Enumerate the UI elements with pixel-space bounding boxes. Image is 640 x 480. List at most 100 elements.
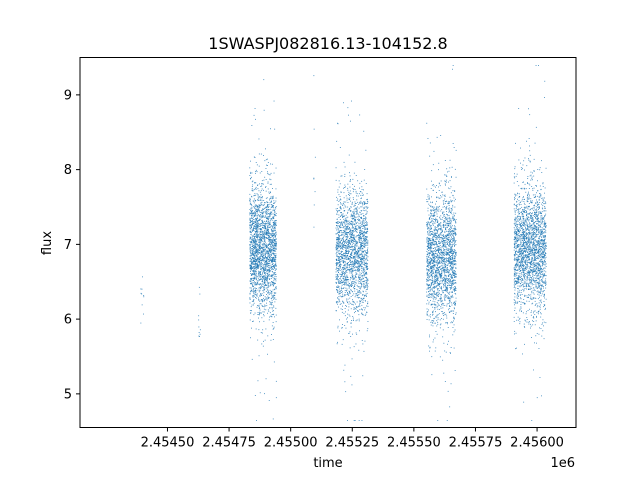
data-point [450,239,452,240]
data-point [347,263,349,265]
data-point [367,286,369,288]
data-point [270,244,272,245]
data-point [443,249,445,251]
data-point [264,239,266,241]
data-point [250,177,252,179]
data-point [266,262,268,264]
data-point [266,276,268,278]
data-point [452,260,454,262]
data-point [268,233,270,235]
data-point [447,275,449,277]
data-point [263,212,264,214]
data-point [269,279,270,280]
data-point [361,257,363,259]
data-point [251,257,253,259]
data-point [359,230,361,232]
data-point [255,240,257,242]
data-point [253,295,255,297]
data-point [251,207,252,209]
data-point [274,222,276,224]
data-point [342,267,343,268]
data-point [347,202,349,203]
data-point [341,274,342,276]
data-point [338,194,340,196]
data-point [343,245,345,247]
data-point [350,285,352,286]
data-point [362,290,364,292]
data-point [355,221,357,223]
data-point [347,258,349,260]
data-point [350,263,352,265]
data-point [255,234,257,236]
data-point [455,176,457,178]
data-point [362,263,364,265]
data-point [364,241,366,243]
data-point [254,284,256,286]
data-point [358,261,360,263]
data-point [358,262,360,264]
data-point [367,288,368,290]
data-point [342,278,344,279]
data-point [273,215,275,217]
data-point [253,260,255,262]
data-point [437,260,439,262]
data-point [251,262,253,264]
data-point [251,125,253,126]
data-point [361,223,363,225]
data-point [365,219,367,221]
data-point [337,198,339,200]
data-point [348,285,350,287]
data-point [265,246,267,248]
data-point [347,317,348,319]
data-point [364,254,366,255]
data-point [357,286,359,287]
data-point [354,239,356,241]
data-point [430,321,432,323]
data-point [344,294,346,296]
data-point [449,233,450,235]
data-point [344,235,346,237]
data-point [437,255,439,257]
data-point [336,286,338,288]
data-point [342,244,344,245]
data-point [347,241,349,243]
data-point [253,213,255,214]
data-point [363,215,364,217]
data-point [438,224,440,225]
data-point [259,271,261,273]
data-point [337,189,339,191]
data-point [346,223,348,225]
data-point [343,207,345,209]
data-point [272,196,273,198]
data-point [256,216,258,218]
data-point [250,267,252,268]
data-point [357,310,359,311]
data-point [267,250,269,252]
data-point [250,211,252,213]
data-point [359,232,361,234]
data-point [258,273,260,275]
data-point [454,282,456,284]
data-point [359,249,361,250]
data-point [438,169,439,171]
data-point [269,233,271,235]
data-point [430,304,432,306]
data-point [252,238,254,240]
data-point [354,264,356,266]
data-point [267,275,269,277]
data-point [358,265,360,267]
data-point [353,230,355,232]
data-point [348,287,350,289]
data-point [261,266,262,267]
data-point [454,256,456,258]
data-point [265,187,266,188]
data-point [256,250,258,252]
data-point [342,232,344,233]
data-point [273,265,275,266]
data-point [436,268,438,269]
data-point [268,260,270,262]
data-point [360,245,362,246]
data-point [264,226,266,227]
data-point [355,276,357,278]
data-point [442,313,444,315]
